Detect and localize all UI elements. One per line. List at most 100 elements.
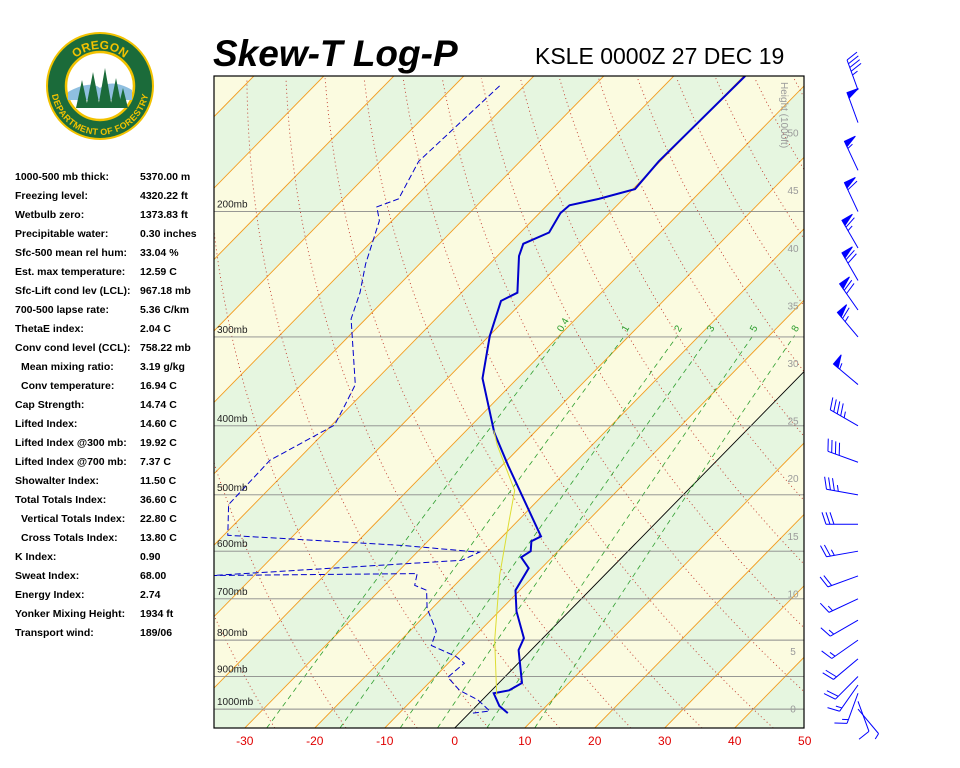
wind-barb: [820, 619, 859, 637]
wind-barb: [857, 708, 879, 740]
index-label: Cap Strength:: [15, 399, 84, 411]
x-tick-label: -20: [306, 734, 324, 748]
barb-feather: [847, 253, 857, 264]
barb-half-feather: [827, 605, 833, 612]
barb-feather: [849, 59, 861, 68]
index-value: 12.59 C: [140, 266, 177, 278]
index-label: Lifted Index @700 mb:: [15, 456, 127, 468]
logo-top-text: OREGON: [69, 38, 131, 61]
isotherm: [314, 228, 804, 728]
index-label: Cross Totals Index:: [21, 532, 118, 544]
barb-half-feather: [830, 549, 835, 556]
barb-flag: [843, 135, 856, 148]
index-value: 1934 ft: [140, 608, 174, 620]
index-value: 19.92 C: [140, 437, 177, 449]
pressure-label: 600mb: [217, 539, 248, 550]
isotherm: [244, 156, 804, 728]
wind-barb: [857, 701, 870, 740]
index-value: 2.04 C: [140, 323, 171, 335]
barb-feather: [846, 51, 858, 61]
mixing-ratio-line: [437, 335, 711, 728]
index-value: 16.94 C: [140, 380, 177, 392]
barb-feather: [820, 627, 831, 637]
height-tick-label: 50: [787, 129, 799, 140]
index-label: Conv cond level (CCL):: [15, 342, 131, 354]
index-value: 5.36 C/km: [140, 304, 189, 316]
wind-barb: [821, 512, 858, 525]
dry-adiabat: [950, 78, 960, 728]
barb-feather: [821, 512, 827, 525]
index-label: Mean mixing ratio:: [21, 361, 114, 373]
wind-barb: [823, 676, 859, 700]
dry-adiabat: [402, 78, 774, 728]
index-label: Wetbulb zero:: [15, 209, 84, 221]
height-tick-label: 45: [787, 186, 799, 197]
barb-feather: [846, 283, 855, 294]
barb-feather: [829, 512, 835, 525]
mixing-ratio-line: [399, 335, 678, 728]
barb-staff: [830, 619, 859, 637]
barb-half-feather: [835, 705, 843, 709]
barb-staff: [833, 658, 859, 680]
wind-barb: [841, 246, 859, 281]
dry-adiabat: [793, 78, 804, 99]
wind-barb: [836, 304, 859, 338]
x-tick-label: -10: [376, 734, 394, 748]
isotherm: [214, 76, 465, 332]
index-label: 1000-500 mb thick:: [15, 171, 109, 183]
barb-feather: [828, 477, 831, 491]
height-tick-label: 10: [787, 589, 799, 600]
height-tick-label: 0: [790, 705, 796, 716]
wind-barb: [846, 87, 859, 123]
wind-barb: [843, 135, 859, 171]
isotherm: [214, 76, 675, 546]
index-value: 33.04 %: [140, 247, 179, 259]
x-tick-label: 30: [658, 734, 672, 748]
mixing-ratio-label: 8: [790, 323, 803, 334]
barb-staff: [831, 639, 859, 659]
barb-half-feather: [836, 485, 839, 492]
logo-trees: [76, 68, 128, 108]
profile-line: [214, 85, 501, 714]
wind-barb: [829, 397, 859, 427]
index-label: Total Totals Index:: [15, 494, 106, 506]
barb-staff: [857, 708, 879, 734]
temperature-band: [805, 76, 960, 728]
wind-barb: [843, 177, 859, 212]
pressure-label: 900mb: [217, 665, 248, 676]
index-value: 0.90: [140, 551, 161, 563]
barb-feather: [821, 650, 833, 659]
height-tick-label: 20: [787, 474, 799, 485]
barb-feather: [833, 399, 837, 412]
index-label: K Index:: [15, 551, 56, 563]
isotherm: [214, 76, 745, 618]
dry-adiabat: [519, 78, 804, 565]
wind-barb: [822, 658, 859, 680]
barb-feather: [819, 576, 829, 588]
wind-barbs: [819, 51, 879, 740]
height-axis-label: Height (1000ft): [778, 82, 789, 148]
barb-half-feather: [839, 363, 843, 370]
index-label: Precipitable water:: [15, 228, 108, 240]
height-tick-label: 35: [787, 301, 799, 312]
pressure-label: 800mb: [217, 628, 248, 639]
isotherm: [214, 76, 325, 189]
dry-adiabat: [598, 78, 804, 437]
barb-feather: [847, 180, 858, 191]
wind-barb: [820, 544, 859, 558]
barb-flag: [838, 276, 850, 290]
x-tick-label: -30: [236, 734, 254, 748]
index-value: 5370.00 m: [140, 171, 190, 183]
index-label: Sfc-Lift cond lev (LCL):: [15, 285, 131, 297]
isotherm: [875, 76, 960, 728]
barb-staff: [826, 488, 859, 496]
wind-barb: [819, 575, 859, 588]
isotherm: [214, 76, 395, 261]
barb-feather: [825, 512, 831, 525]
wind-barb: [834, 693, 859, 724]
index-label: 700-500 lapse rate:: [15, 304, 109, 316]
index-value: 22.80 C: [140, 513, 177, 525]
index-value: 0.30 inches: [140, 228, 197, 240]
plot-frame: [213, 75, 805, 729]
